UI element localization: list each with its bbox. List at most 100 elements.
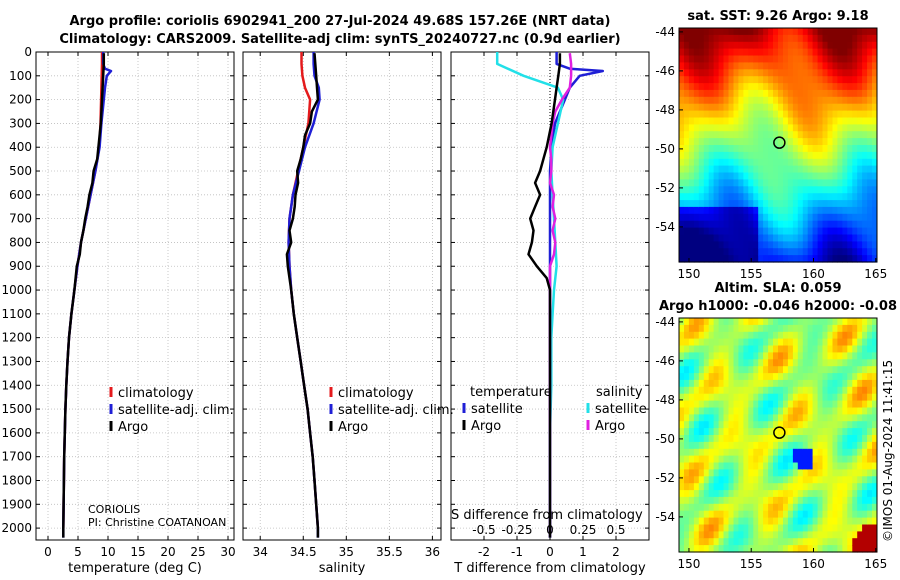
- map-cell: [748, 234, 754, 242]
- map-cell: [753, 345, 759, 353]
- map-cell: [718, 227, 725, 236]
- map-cell: [792, 428, 799, 436]
- map-cell: [733, 89, 739, 98]
- map-cell: [684, 200, 690, 208]
- map-cell: [778, 206, 784, 215]
- map-cell: [857, 476, 863, 484]
- map-cell: [763, 345, 769, 353]
- x-axis-label: temperature (deg C): [68, 561, 202, 576]
- y-tick-label: 1300: [1, 354, 32, 368]
- map-cell: [718, 131, 725, 139]
- map-cell: [733, 158, 739, 167]
- map-cell: [792, 89, 799, 98]
- x-tick-label: 15: [130, 545, 145, 559]
- map-cell: [773, 241, 779, 249]
- map-cell: [708, 131, 715, 139]
- map-cell: [693, 483, 700, 491]
- legend-label: satellite: [595, 402, 647, 417]
- map-cell: [743, 503, 749, 512]
- map-cell: [688, 517, 695, 526]
- map-cell: [703, 255, 710, 263]
- map-cell: [708, 145, 715, 153]
- map-cell: [862, 186, 868, 194]
- map-cell: [773, 400, 779, 409]
- map-cell: [738, 545, 744, 553]
- map-cell: [817, 441, 824, 450]
- map-cell: [773, 517, 779, 526]
- map-cell: [817, 89, 824, 98]
- map-cell: [857, 48, 863, 57]
- map-cell: [837, 414, 843, 422]
- map-cell: [753, 352, 759, 360]
- map-cell: [792, 393, 799, 402]
- map-cell: [693, 428, 700, 436]
- map-cell: [792, 338, 799, 347]
- map-cell: [787, 393, 794, 402]
- map-cell: [827, 496, 833, 505]
- map-cell: [817, 138, 824, 146]
- map-cell: [703, 379, 710, 388]
- map-cell: [733, 220, 739, 229]
- map-cell: [797, 248, 804, 256]
- map-cell: [872, 455, 878, 464]
- map-cell: [852, 421, 858, 429]
- map-cell: [867, 421, 873, 429]
- map-cell: [792, 55, 799, 63]
- y-tick-label: 200: [9, 93, 32, 107]
- map-cell: [738, 379, 744, 388]
- map-cell: [693, 227, 700, 236]
- map-cell: [807, 255, 814, 263]
- map-cell: [797, 448, 804, 457]
- map-cell: [743, 538, 749, 546]
- map-cell: [698, 179, 705, 187]
- map-cell: [758, 103, 764, 112]
- map-cell: [867, 373, 873, 381]
- map-cell: [708, 241, 715, 249]
- map-cell: [718, 386, 725, 395]
- map-cell: [768, 373, 774, 381]
- map-cell: [728, 386, 734, 395]
- map-cell: [837, 55, 843, 63]
- map-cell: [822, 179, 828, 187]
- figure-title-line2: Climatology: CARS2009. Satellite-adj cli…: [59, 32, 621, 47]
- map-cell: [713, 510, 720, 519]
- map-cell: [872, 248, 878, 256]
- map-cell: [852, 476, 858, 484]
- map-cell: [763, 220, 769, 229]
- map-cell: [728, 441, 734, 450]
- map-cell: [857, 83, 863, 91]
- map-cell: [693, 318, 700, 326]
- map-cell: [842, 441, 848, 450]
- map-cell: [867, 476, 873, 484]
- map-cell: [857, 234, 863, 242]
- x-tick-label: 165: [864, 557, 887, 571]
- map-cell: [703, 476, 710, 484]
- map-cell: [688, 469, 695, 477]
- map-cell: [862, 545, 868, 553]
- map-cell: [822, 448, 828, 457]
- map-cell: [837, 503, 843, 512]
- map-cell: [718, 414, 725, 422]
- map-cell: [778, 469, 784, 477]
- map-cell: [713, 55, 720, 63]
- map-cell: [773, 407, 779, 415]
- map-cell: [703, 455, 710, 464]
- map-cell: [778, 510, 784, 519]
- map-cell: [852, 206, 858, 215]
- map-cell: [847, 393, 853, 402]
- map-cell: [703, 234, 710, 242]
- map-cell: [812, 373, 819, 381]
- map-cell: [738, 158, 744, 167]
- map-cell: [792, 531, 799, 539]
- map-cell: [807, 483, 814, 491]
- map-cell: [827, 227, 833, 236]
- map-cell: [812, 62, 819, 70]
- map-cell: [738, 145, 744, 153]
- map-cell: [807, 151, 814, 160]
- map-cell: [713, 193, 720, 201]
- map-cell: [743, 227, 749, 236]
- map-cell: [812, 206, 819, 215]
- map-cell: [817, 490, 824, 498]
- map-cell: [797, 193, 804, 201]
- map-cell: [684, 193, 690, 201]
